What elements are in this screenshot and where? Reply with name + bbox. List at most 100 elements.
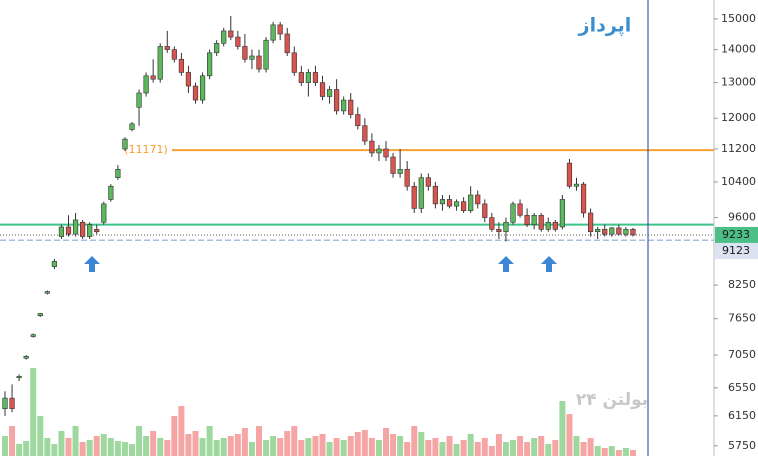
y-tick-label: 14000 (721, 43, 756, 56)
candle-body (72, 219, 79, 235)
volume-bar (199, 438, 206, 456)
candle-body (129, 123, 135, 130)
candle-body (573, 183, 580, 187)
volume-bar (234, 434, 241, 456)
volume-bar (227, 436, 234, 456)
candle-body (334, 89, 340, 112)
candle-body (623, 229, 629, 235)
candle-body (383, 148, 389, 158)
candle-body (150, 75, 156, 80)
volume-bar (143, 436, 150, 456)
candle-body (432, 185, 438, 205)
volume-bar (439, 442, 446, 456)
volume-bar (51, 444, 58, 456)
candle-body (249, 55, 255, 60)
y-tick-label: 6550 (728, 381, 756, 394)
price-tag-label: 9233 (722, 228, 750, 241)
candle-body (115, 168, 121, 178)
volume-bar (72, 426, 79, 456)
candle-body (87, 224, 93, 237)
volume-bar (305, 438, 312, 456)
volume-bar (495, 434, 502, 456)
candle-body (411, 185, 417, 209)
volume-bar (488, 446, 495, 456)
candle-body (496, 229, 502, 233)
volume-bar (517, 436, 524, 456)
candle-body (369, 140, 375, 154)
volume-bar (107, 438, 114, 456)
candle-body (16, 376, 22, 379)
volume-bar (368, 438, 375, 456)
candle-body (602, 229, 608, 235)
volume-bar (573, 436, 580, 456)
candle-body (178, 58, 184, 73)
candle-body (475, 194, 481, 205)
volume-bar (65, 438, 72, 456)
candle-body (552, 221, 558, 230)
candle-body (489, 217, 495, 230)
y-tick-label: 11200 (721, 142, 756, 155)
volume-bar (277, 438, 284, 456)
candle-body (362, 125, 368, 142)
volume-bar (16, 444, 23, 456)
candle-body (524, 214, 530, 225)
candle-body (143, 75, 149, 94)
y-tick-label: 9600 (728, 211, 756, 224)
y-tick-label: 8250 (728, 278, 756, 291)
volume-bar (319, 434, 326, 456)
candle-body (630, 229, 636, 236)
candle-body (30, 334, 36, 337)
volume-bar (30, 368, 37, 456)
volume-bar (375, 440, 382, 456)
volume-bar (171, 416, 178, 456)
volume-bar (404, 442, 411, 456)
volume-bar (58, 431, 65, 456)
overlay: 15000 14000 13000 12000 11200 10400 9600 8250 76… (714, 12, 758, 452)
volume-bar (220, 438, 227, 456)
candle-body (580, 183, 587, 214)
volume-bar (587, 438, 594, 456)
volume-bar (114, 441, 121, 456)
arrow (541, 256, 557, 272)
watermark: بولتن ۲۴ (576, 390, 648, 410)
candle-body (270, 24, 276, 41)
volume-bar (93, 436, 100, 456)
volume-bar (129, 444, 135, 456)
candle-body (51, 261, 57, 267)
candle-body (263, 39, 269, 70)
volume-bar (248, 442, 255, 456)
candle-body (453, 201, 460, 207)
candle-body (65, 226, 72, 235)
candle-body (588, 212, 594, 233)
volume-bar (418, 432, 425, 456)
candle-body (531, 214, 537, 225)
candle-body (164, 46, 170, 50)
candle-body (559, 199, 565, 228)
candle-body (94, 229, 100, 233)
candle-body (390, 156, 396, 174)
candle-body (284, 33, 290, 54)
candle-body (291, 52, 297, 73)
volume-bar (206, 426, 213, 456)
candle-body (503, 221, 509, 233)
volume-bar (629, 450, 636, 456)
volume-bar (164, 440, 171, 456)
volume-bar (100, 434, 107, 456)
candle-body (58, 226, 65, 237)
candle-body (199, 75, 206, 101)
candle-body (214, 42, 220, 54)
volume-bar (213, 440, 220, 456)
volume-bar (263, 440, 270, 456)
candle-body (616, 227, 622, 235)
volume-bar (502, 442, 509, 456)
y-tick-label: 15000 (721, 12, 756, 25)
candle-body (185, 72, 192, 87)
candle-body (312, 72, 319, 83)
volume-bar (453, 444, 460, 456)
candle-body (122, 138, 128, 150)
volume-bar (150, 431, 157, 456)
price-tag (715, 226, 758, 243)
volume-bar (354, 432, 361, 456)
y-tick-label: 7650 (728, 312, 756, 325)
